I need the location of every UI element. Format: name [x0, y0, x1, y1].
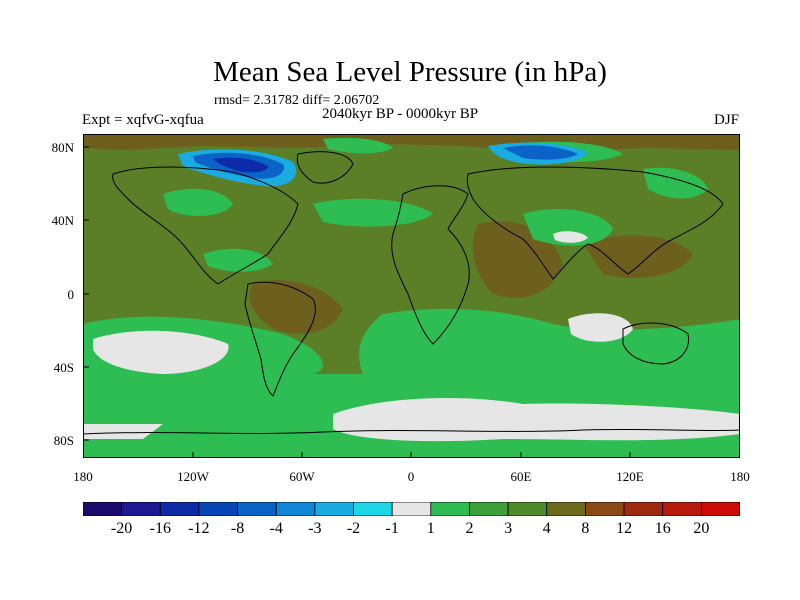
lon-label-120w: 120W: [177, 469, 209, 484]
lon-label-180e: 180: [730, 469, 750, 484]
colorbar-tick-label: 4: [542, 520, 551, 537]
stats-text: rmsd= 2.31782 diff= 2.06702: [214, 93, 380, 108]
plot-title: Mean Sea Level Pressure (in hPa): [213, 56, 607, 88]
field-neutral: [83, 231, 740, 442]
lon-label-180w: 180: [73, 469, 93, 484]
colorbar-tick-label: 3: [504, 520, 513, 537]
colorbar-tick-label: 16: [654, 520, 671, 537]
lat-label-0: 0: [67, 287, 75, 302]
colorbar-box: [623, 502, 664, 516]
lon-label-60w: 60W: [289, 469, 315, 484]
colorbar-box: [700, 502, 740, 516]
colorbar-box: [314, 502, 354, 516]
colorbar-box: [469, 502, 509, 516]
colorbar-box: [585, 502, 625, 516]
colorbar-box: [198, 502, 238, 516]
colorbar-box: [353, 502, 393, 516]
colorbar-tick-label: 20: [693, 520, 710, 537]
axis-ticks: [83, 146, 631, 458]
plot-subtitle: 2040kyr BP - 0000kyr BP: [322, 106, 479, 122]
lon-label-120e: 120E: [616, 469, 644, 484]
colorbar-tick-label: 8: [581, 520, 590, 537]
colorbar: [83, 502, 740, 516]
colorbar-box: [430, 502, 470, 516]
colorbar-box: [662, 502, 702, 516]
colorbar-box: [546, 502, 586, 516]
colorbar-box: [121, 502, 161, 516]
colorbar-box: [237, 502, 277, 516]
coastlines: [83, 151, 740, 435]
colorbar-tick-label: 1: [426, 520, 435, 537]
colorbar-tick-label: -4: [269, 520, 283, 537]
colorbar-tick-label: -3: [308, 520, 322, 537]
colorbar-tick-label: -8: [230, 520, 245, 537]
lat-label-40s: 40S: [53, 360, 74, 375]
map-panel: [83, 134, 740, 458]
colorbar-tick-label: -12: [188, 520, 210, 537]
field-negative: [178, 142, 588, 187]
colorbar-tick-label: -16: [149, 520, 171, 537]
colorbar-tick-label: -20: [110, 520, 133, 537]
colorbar-tick-label: 2: [465, 520, 474, 537]
season-label: DJF: [714, 112, 740, 128]
colorbar-box: [507, 502, 548, 516]
lon-label-60e: 60E: [510, 469, 532, 484]
colorbar-box: [159, 502, 200, 516]
experiment-label: Expt = xqfvG-xqfua: [82, 112, 204, 128]
lat-label-80s: 80S: [53, 433, 74, 448]
colorbar-box: [83, 502, 123, 516]
colorbar-box: [275, 502, 316, 516]
lat-label-40n: 40N: [51, 213, 74, 228]
lat-label-80n: 80N: [51, 140, 74, 155]
colorbar-box: [391, 502, 432, 516]
colorbar-tick-label: -2: [346, 520, 361, 537]
lon-label-0: 0: [407, 469, 415, 484]
colorbar-tick-label: -1: [385, 520, 399, 537]
colorbar-tick-label: 12: [616, 520, 633, 537]
